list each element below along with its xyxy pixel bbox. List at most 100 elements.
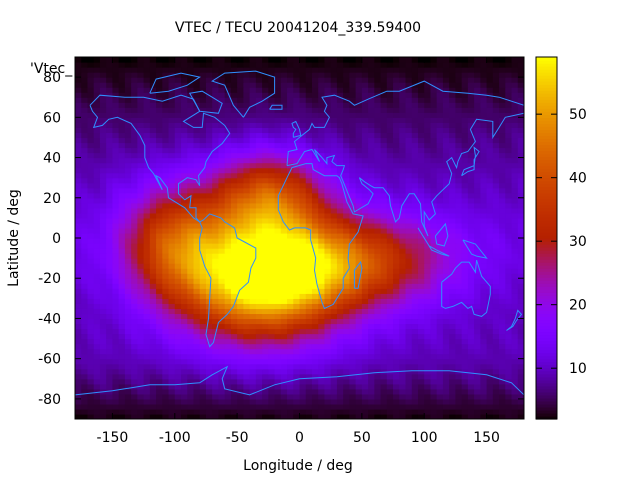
heatmap-cell xyxy=(305,363,313,370)
heatmap-cell xyxy=(455,353,463,360)
heatmap-cell xyxy=(505,258,513,264)
heatmap-cell xyxy=(330,117,338,123)
heatmap-cell xyxy=(417,187,425,194)
heatmap-cell xyxy=(218,232,226,239)
heatmap-cell xyxy=(162,373,170,380)
heatmap-cell xyxy=(287,268,294,274)
heatmap-cell xyxy=(212,363,220,370)
heatmap-cell xyxy=(112,127,120,134)
heatmap-cell xyxy=(374,202,382,209)
heatmap-cell xyxy=(399,207,407,214)
heatmap-cell xyxy=(467,393,475,400)
heatmap-cell xyxy=(517,368,524,375)
heatmap-cell xyxy=(449,343,457,350)
heatmap-cell xyxy=(318,97,326,103)
heatmap-cell xyxy=(268,273,276,279)
heatmap-cell xyxy=(218,378,226,385)
heatmap-cell xyxy=(75,388,82,395)
heatmap-cell xyxy=(430,303,438,309)
heatmap-cell xyxy=(517,137,524,144)
heatmap-cell xyxy=(149,263,157,269)
heatmap-cell xyxy=(442,192,450,199)
heatmap-cell xyxy=(399,253,407,259)
heatmap-cell xyxy=(112,338,120,345)
heatmap-cell xyxy=(99,313,107,320)
heatmap-cell xyxy=(212,353,220,360)
heatmap-cell xyxy=(149,323,157,330)
heatmap-cell xyxy=(287,97,294,103)
heatmap-cell xyxy=(262,152,269,159)
heatmap-cell xyxy=(249,248,257,254)
heatmap-cell xyxy=(311,288,319,294)
heatmap-cell xyxy=(405,403,413,410)
heatmap-cell xyxy=(293,122,301,128)
heatmap-cell xyxy=(305,97,313,103)
heatmap-cell xyxy=(486,92,494,98)
heatmap-cell xyxy=(243,97,251,103)
heatmap-cell xyxy=(181,217,188,224)
heatmap-cell xyxy=(124,122,132,128)
heatmap-cell xyxy=(87,353,95,360)
heatmap-cell xyxy=(280,343,288,350)
heatmap-cell xyxy=(455,403,463,410)
heatmap-cell xyxy=(212,127,220,134)
heatmap-cell xyxy=(181,243,188,249)
heatmap-cell xyxy=(324,333,332,340)
heatmap-cell xyxy=(249,207,257,214)
heatmap-cell xyxy=(224,273,232,279)
heatmap-cell xyxy=(212,253,220,259)
heatmap-cell xyxy=(230,167,238,174)
heatmap-cell xyxy=(99,278,107,284)
heatmap-cell xyxy=(168,273,176,279)
heatmap-cell xyxy=(492,147,500,154)
heatmap-cell xyxy=(505,248,513,254)
heatmap-cell xyxy=(343,172,350,179)
heatmap-cell xyxy=(417,268,425,274)
heatmap-cell xyxy=(75,197,82,204)
heatmap-cell xyxy=(112,67,120,73)
heatmap-cell xyxy=(255,343,263,350)
heatmap-cell xyxy=(305,197,313,204)
heatmap-cell xyxy=(262,248,269,254)
heatmap-cell xyxy=(305,253,313,259)
heatmap-cell xyxy=(318,338,326,345)
heatmap-cell xyxy=(249,177,257,184)
heatmap-cell xyxy=(324,197,332,204)
heatmap-cell xyxy=(424,308,432,315)
heatmap-cell xyxy=(430,207,438,214)
heatmap-cell xyxy=(237,278,244,284)
heatmap-cell xyxy=(205,368,213,375)
heatmap-cell xyxy=(293,373,301,380)
heatmap-cell xyxy=(380,197,388,204)
heatmap-cell xyxy=(299,157,307,164)
heatmap-cell xyxy=(393,147,400,154)
heatmap-cell xyxy=(143,132,151,139)
heatmap-cell xyxy=(386,378,394,385)
heatmap-cell xyxy=(287,117,294,123)
heatmap-cell xyxy=(118,248,126,254)
heatmap-cell xyxy=(467,217,475,224)
heatmap-cell xyxy=(162,328,170,335)
heatmap-cell xyxy=(174,263,182,269)
heatmap-cell xyxy=(405,192,413,199)
heatmap-cell xyxy=(336,97,344,103)
heatmap-cell xyxy=(81,107,89,113)
heatmap-cell xyxy=(505,333,513,340)
heatmap-cell xyxy=(318,263,326,269)
heatmap-cell xyxy=(149,207,157,214)
heatmap-cell xyxy=(405,238,413,244)
heatmap-cell xyxy=(181,82,188,88)
heatmap-cell xyxy=(411,273,419,279)
heatmap-cell xyxy=(99,227,107,234)
heatmap-cell xyxy=(393,358,400,365)
heatmap-cell xyxy=(93,268,101,274)
heatmap-cell xyxy=(156,248,163,254)
heatmap-cell xyxy=(442,212,450,219)
heatmap-cell xyxy=(149,268,157,274)
heatmap-cell xyxy=(324,398,332,405)
heatmap-cell xyxy=(293,268,301,274)
heatmap-cell xyxy=(106,187,114,194)
heatmap-cell xyxy=(243,147,251,154)
heatmap-cell xyxy=(486,157,494,164)
heatmap-cell xyxy=(424,408,432,415)
